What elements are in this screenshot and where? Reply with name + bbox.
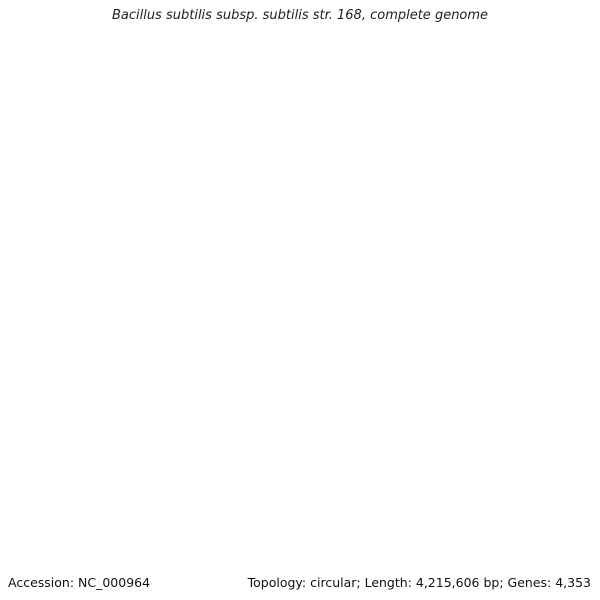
accession-text: Accession: NC_000964: [8, 575, 151, 590]
genome-title: Bacillus subtilis subsp. subtilis str. 1…: [111, 8, 489, 23]
topology-summary: Topology: circular; Length: 4,215,606 bp…: [247, 575, 591, 590]
